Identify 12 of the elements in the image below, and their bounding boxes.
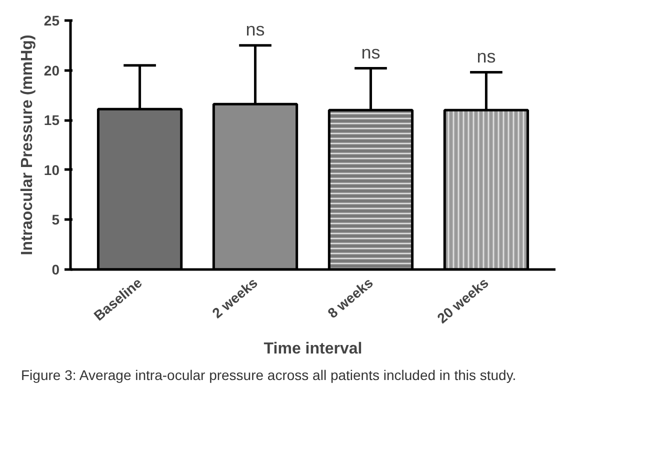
y-tick-label: 0: [52, 262, 60, 278]
y-tick-label: 10: [44, 162, 60, 178]
y-tick-label: 25: [44, 12, 60, 28]
y-tick-label: 15: [44, 112, 60, 128]
annotation: ns: [361, 42, 380, 62]
y-tick-label: 20: [44, 62, 60, 78]
annotation: ns: [246, 19, 265, 40]
x-axis-title: Time interval: [264, 340, 362, 358]
y-tick-label: 5: [52, 212, 60, 228]
y-axis-title: Intraocular Pressure (mmHg): [18, 34, 36, 256]
annotation: ns: [476, 46, 496, 66]
caption: Figure 3: Average intra-ocular pressure across all patients included in this study.: [21, 366, 516, 385]
